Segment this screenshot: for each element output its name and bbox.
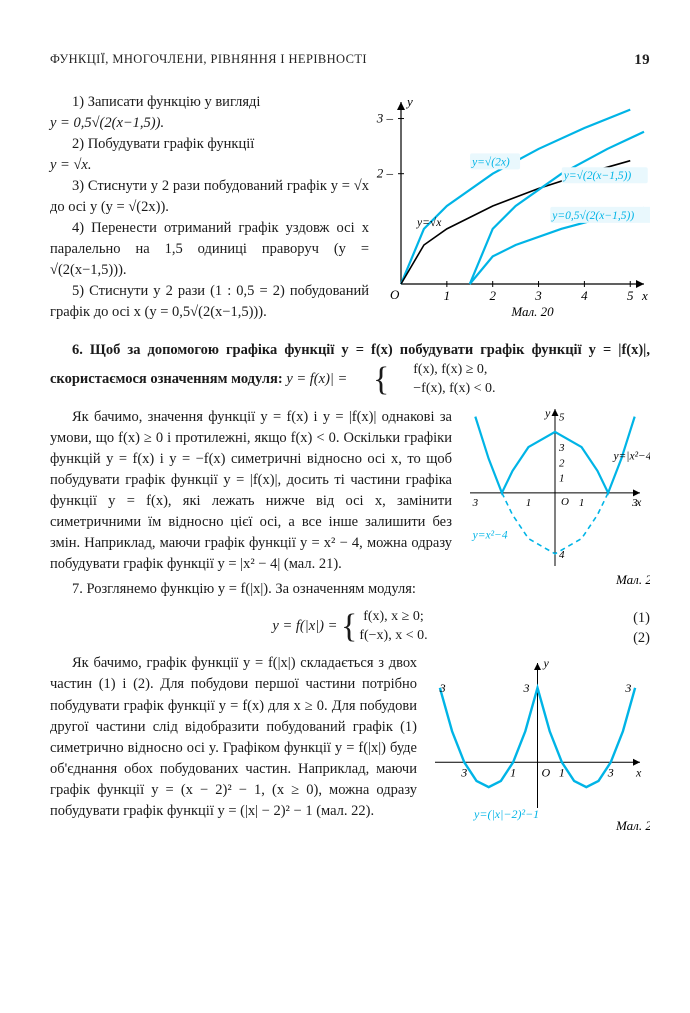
pw-line-2: −f(x), f(x) < 0. bbox=[391, 380, 495, 399]
svg-text:2: 2 bbox=[489, 288, 496, 303]
svg-text:1: 1 bbox=[444, 288, 451, 303]
svg-text:y: y bbox=[405, 94, 413, 109]
svg-text:2: 2 bbox=[559, 457, 565, 469]
chapter-title: ФУНКЦІЇ, МНОГОЧЛЕНИ, РІВНЯННЯ І НЕРІВНОС… bbox=[50, 50, 367, 72]
svg-text:O: O bbox=[561, 495, 569, 507]
svg-text:y=x²−4: y=x²−4 bbox=[472, 529, 508, 541]
pw2-lhs: y = f(|x|) = bbox=[272, 618, 337, 634]
figure-21: 123543311Oxyy=|x²−4|y=x²−4Мал. 21 bbox=[460, 403, 650, 588]
chart-21-svg: 123543311Oxyy=|x²−4|y=x²−4Мал. 21 bbox=[460, 403, 650, 588]
eq-num-1: (1) bbox=[633, 608, 650, 629]
svg-text:Мал. 22: Мал. 22 bbox=[615, 818, 650, 832]
modulus-lhs: y = f(x)| = bbox=[286, 371, 347, 387]
pw2-line-1: f(x), x ≥ 0; bbox=[363, 609, 424, 624]
svg-text:5: 5 bbox=[559, 411, 565, 423]
page-number: 19 bbox=[634, 50, 650, 72]
svg-text:Мал. 21: Мал. 21 bbox=[615, 572, 650, 587]
svg-text:y: y bbox=[543, 657, 550, 670]
svg-text:3: 3 bbox=[439, 681, 446, 695]
svg-text:1: 1 bbox=[526, 496, 532, 508]
svg-text:3: 3 bbox=[558, 442, 565, 454]
svg-text:2 –: 2 – bbox=[377, 165, 394, 180]
svg-text:4: 4 bbox=[581, 288, 588, 303]
textbook-page: ФУНКЦІЇ, МНОГОЧЛЕНИ, РІВНЯННЯ І НЕРІВНОС… bbox=[0, 0, 690, 1013]
svg-text:y=√(2(x−1,5)): y=√(2(x−1,5)) bbox=[563, 169, 632, 182]
figure-22: 3 1 1 3 3 3 3 Ox y y=(|x|−2)²−1 Мал. 22 bbox=[425, 657, 650, 832]
svg-text:x: x bbox=[641, 288, 648, 303]
figure-20: 1 2 3 4 5 2 – 3 – Ox y y=√(2x) y=√(2(x−1,5)) y=0,5√… bbox=[375, 92, 650, 322]
svg-text:x: x bbox=[635, 494, 642, 508]
svg-text:y=(|x|−2)²−1: y=(|x|−2)²−1 bbox=[473, 807, 539, 821]
svg-text:3: 3 bbox=[624, 681, 631, 695]
svg-text:4: 4 bbox=[559, 548, 565, 560]
svg-text:x: x bbox=[635, 766, 642, 780]
pw2-line-2: f(−x), x < 0. bbox=[359, 628, 427, 643]
svg-text:3: 3 bbox=[523, 681, 530, 695]
svg-text:3: 3 bbox=[534, 288, 542, 303]
svg-text:3: 3 bbox=[607, 766, 614, 780]
svg-text:O: O bbox=[542, 766, 551, 780]
svg-text:3: 3 bbox=[472, 496, 479, 508]
svg-text:1: 1 bbox=[559, 766, 565, 780]
svg-text:1: 1 bbox=[510, 766, 516, 780]
svg-text:y=|x²−4|: y=|x²−4| bbox=[612, 450, 650, 462]
eq-num-2: (2) bbox=[633, 628, 650, 649]
svg-text:O: O bbox=[390, 287, 400, 302]
chart-22-svg: 3 1 1 3 3 3 3 Ox y y=(|x|−2)²−1 Мал. 22 bbox=[425, 657, 650, 832]
svg-text:3 –: 3 – bbox=[376, 110, 394, 125]
page-header: ФУНКЦІЇ, МНОГОЧЛЕНИ, РІВНЯННЯ І НЕРІВНОС… bbox=[50, 50, 650, 72]
pw-line-1: f(x), f(x) ≥ 0, bbox=[391, 361, 495, 380]
section-6: 6. Щоб за допомогою графіка функції y = … bbox=[50, 340, 650, 399]
svg-text:3: 3 bbox=[460, 766, 467, 780]
svg-text:1: 1 bbox=[579, 496, 585, 508]
svg-text:5: 5 bbox=[627, 288, 634, 303]
chart-20-svg: 1 2 3 4 5 2 – 3 – Ox y y=√(2x) y=√(2(x−1,5)) y=0,5√… bbox=[375, 92, 650, 322]
svg-text:y=√x: y=√x bbox=[416, 216, 442, 229]
piecewise-equation: y = f(|x|) = { f(x), x ≥ 0; f(−x), x < 0… bbox=[50, 608, 650, 646]
svg-text:y: y bbox=[544, 406, 551, 420]
svg-text:y=√(2x): y=√(2x) bbox=[471, 155, 510, 168]
svg-text:Мал. 20: Мал. 20 bbox=[510, 304, 554, 319]
svg-text:y=0,5√(2(x−1,5)): y=0,5√(2(x−1,5)) bbox=[551, 209, 634, 222]
modulus-piecewise: { f(x), f(x) ≥ 0, −f(x), f(x) < 0. bbox=[351, 361, 496, 399]
svg-text:1: 1 bbox=[559, 472, 565, 484]
